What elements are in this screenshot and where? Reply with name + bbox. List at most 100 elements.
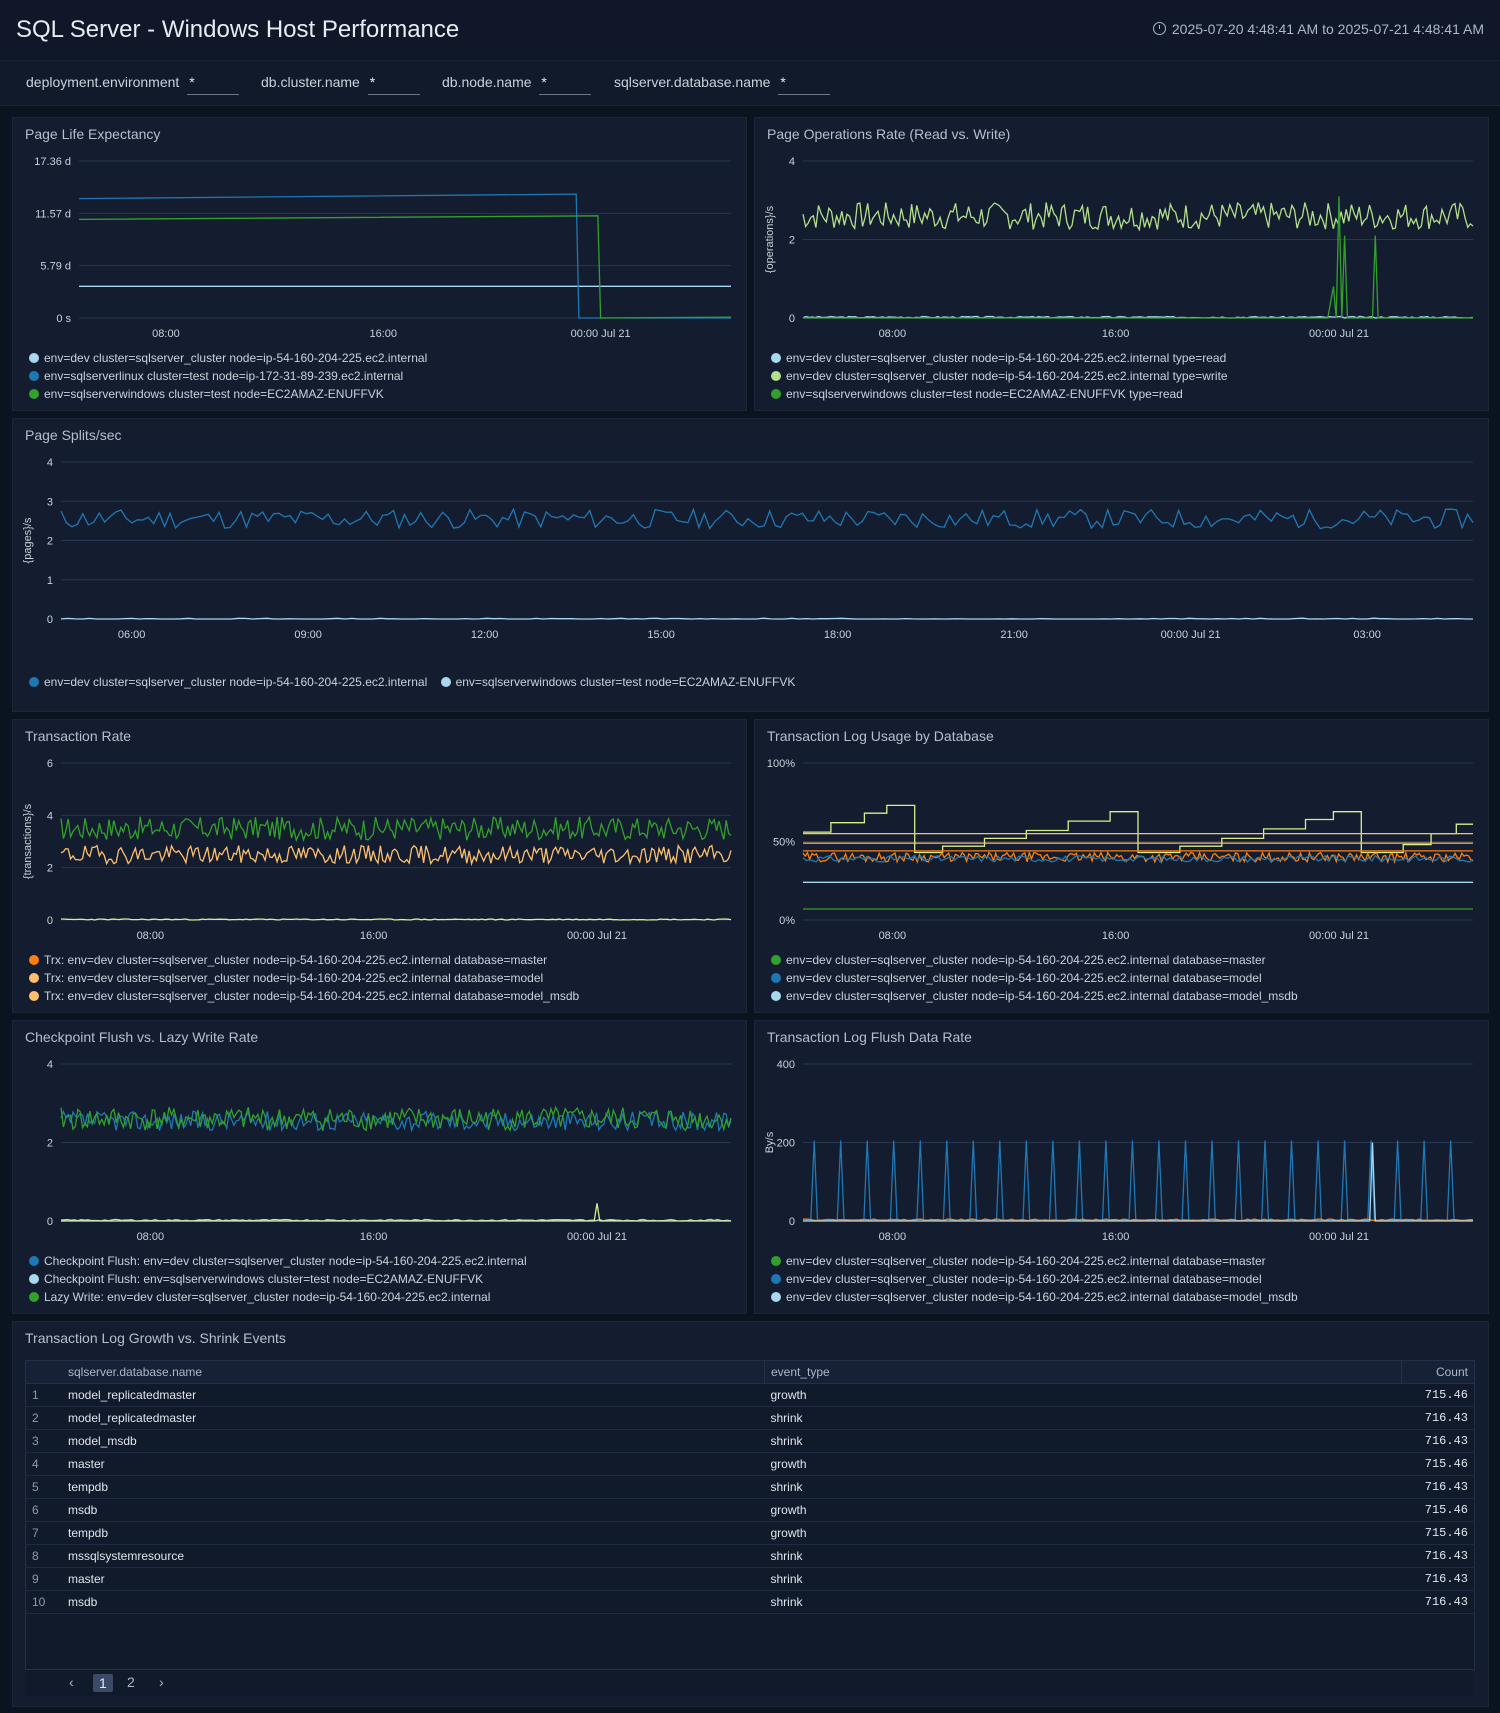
- column-header-count[interactable]: Count: [1401, 1361, 1474, 1384]
- chart-legend: env=dev cluster=sqlserver_cluster node=i…: [29, 675, 805, 696]
- filter-deployment-environment[interactable]: deployment.environment *: [26, 74, 240, 95]
- cell-database: msdb: [62, 1590, 765, 1614]
- chart-page-life-expectancy: 0 s 5.79 d 11.57 d 17.36 d 08:00 16:00 00:00 J…: [34, 156, 732, 340]
- legend-label: env=sqlserverwindows cluster=test node=E…: [455, 675, 796, 689]
- legend-item[interactable]: env=dev cluster=sqlserver_cluster node=i…: [771, 989, 1298, 1007]
- row-index: 8: [26, 1544, 62, 1568]
- filter-bar: deployment.environment * db.cluster.name…: [0, 61, 1500, 106]
- legend-item[interactable]: env=sqlserverwindows cluster=test node=E…: [440, 675, 796, 693]
- chart-legend: Trx: env=dev cluster=sqlserver_cluster n…: [29, 953, 579, 1007]
- legend-item[interactable]: env=dev cluster=sqlserver_cluster node=i…: [771, 1272, 1298, 1290]
- legend-swatch: [771, 991, 781, 1001]
- legend-item[interactable]: env=dev cluster=sqlserver_cluster node=i…: [771, 351, 1228, 369]
- filter-value[interactable]: *: [539, 74, 592, 95]
- legend-swatch: [29, 1256, 39, 1266]
- legend-item[interactable]: env=dev cluster=sqlserver_cluster node=i…: [29, 675, 427, 693]
- panel-page-operations-rate: 0 2 4 08:00 16:00 00:00 Jul 21 {operations}/s …: [754, 117, 1489, 411]
- cell-count: 716.43: [1401, 1590, 1474, 1614]
- cell-count: 716.43: [1401, 1544, 1474, 1568]
- y-tick-label: 1: [47, 575, 53, 587]
- legend-item[interactable]: env=sqlserverwindows cluster=test node=E…: [29, 387, 427, 405]
- table-row[interactable]: 2 model_replicatedmaster shrink 716.43: [26, 1406, 1474, 1430]
- cell-database: tempdb: [62, 1475, 765, 1499]
- panel-page-life-expectancy: 0 s 5.79 d 11.57 d 17.36 d 08:00 16:00 00:00 J…: [12, 117, 747, 411]
- filter-value[interactable]: *: [187, 74, 240, 95]
- filter-value[interactable]: *: [367, 74, 420, 95]
- legend-label: env=dev cluster=sqlserver_cluster node=i…: [786, 971, 1262, 985]
- prev-page-icon[interactable]: ‹: [69, 1674, 74, 1690]
- cell-event-type: shrink: [764, 1567, 1402, 1591]
- table-row[interactable]: 5 tempdb shrink 716.43: [26, 1475, 1474, 1499]
- legend-label: Trx: env=dev cluster=sqlserver_cluster n…: [44, 989, 580, 1003]
- x-tick-label: 16:00: [370, 328, 398, 340]
- time-range-picker[interactable]: 2025-07-20 4:48:41 AM to 2025-07-21 4:48…: [1152, 21, 1484, 37]
- x-tick-label: 18:00: [824, 629, 852, 641]
- legend-label: Checkpoint Flush: env=sqlserverwindows c…: [44, 1272, 484, 1286]
- cell-count: 715.46: [1401, 1383, 1474, 1407]
- x-tick-label: 00:00 Jul 21: [1309, 328, 1369, 340]
- cell-count: 716.43: [1401, 1475, 1474, 1499]
- table-row[interactable]: 8 mssqlsystemresource shrink 716.43: [26, 1544, 1474, 1568]
- legend-swatch: [771, 389, 781, 399]
- filter-db-node-name[interactable]: db.node.name *: [442, 74, 592, 95]
- legend-label: env=sqlserverwindows cluster=test node=E…: [44, 387, 384, 401]
- table-row[interactable]: 6 msdb growth 715.46: [26, 1498, 1474, 1522]
- panel-title: Transaction Log Growth vs. Shrink Events: [25, 1330, 286, 1346]
- column-header-database[interactable]: sqlserver.database.name: [62, 1361, 765, 1384]
- table-header-row: sqlserver.database.name event_type Count: [26, 1361, 1474, 1384]
- filter-db-cluster-name[interactable]: db.cluster.name *: [261, 74, 420, 95]
- legend-item[interactable]: env=dev cluster=sqlserver_cluster node=i…: [771, 953, 1298, 971]
- cell-count: 716.43: [1401, 1567, 1474, 1591]
- y-tick-label: 0: [789, 313, 795, 325]
- legend-swatch: [771, 371, 781, 381]
- legend-item[interactable]: env=sqlserverlinux cluster=test node=ip-…: [29, 369, 427, 387]
- legend-swatch: [29, 973, 39, 983]
- table-row[interactable]: 3 model_msdb shrink 716.43: [26, 1429, 1474, 1453]
- table-row[interactable]: 10 msdb shrink 716.43: [26, 1590, 1474, 1614]
- table-row[interactable]: 1 model_replicatedmaster growth 715.46: [26, 1383, 1474, 1407]
- legend-label: env=dev cluster=sqlserver_cluster node=i…: [44, 675, 428, 689]
- next-page-icon[interactable]: ›: [159, 1674, 164, 1690]
- legend-label: Checkpoint Flush: env=dev cluster=sqlser…: [44, 1254, 527, 1268]
- filter-sqlserver-database-name[interactable]: sqlserver.database.name *: [614, 74, 831, 95]
- legend-swatch: [29, 371, 39, 381]
- cell-event-type: shrink: [764, 1429, 1402, 1453]
- table-row[interactable]: 7 tempdb growth 715.46: [26, 1521, 1474, 1545]
- series-line: [802, 1218, 1474, 1222]
- legend-item[interactable]: Trx: env=dev cluster=sqlserver_cluster n…: [29, 989, 579, 1007]
- y-tick-label: 17.36 d: [34, 156, 71, 168]
- page-2-button[interactable]: 2: [127, 1674, 135, 1690]
- index-header: [26, 1361, 62, 1384]
- legend-item[interactable]: env=sqlserverwindows cluster=test node=E…: [771, 387, 1228, 405]
- filter-value[interactable]: *: [778, 74, 831, 95]
- legend-item[interactable]: Trx: env=dev cluster=sqlserver_cluster n…: [29, 971, 579, 989]
- legend-swatch: [29, 677, 39, 687]
- x-tick-label: 09:00: [294, 629, 322, 641]
- legend-item[interactable]: env=dev cluster=sqlserver_cluster node=i…: [771, 971, 1298, 989]
- panel-transaction-log-flush: 0 200 400 08:00 16:00 00:00 Jul 21 By/s Transa…: [754, 1020, 1489, 1314]
- legend-item[interactable]: Lazy Write: env=dev cluster=sqlserver_cl…: [29, 1290, 527, 1308]
- y-tick-label: 4: [47, 810, 53, 822]
- legend-item[interactable]: Checkpoint Flush: env=dev cluster=sqlser…: [29, 1254, 527, 1272]
- legend-item[interactable]: Trx: env=dev cluster=sqlserver_cluster n…: [29, 953, 579, 971]
- panel-title: Transaction Log Flush Data Rate: [767, 1029, 972, 1045]
- chart-legend: env=dev cluster=sqlserver_cluster node=i…: [29, 351, 427, 405]
- cell-event-type: shrink: [764, 1475, 1402, 1499]
- legend-item[interactable]: env=dev cluster=sqlserver_cluster node=i…: [771, 1254, 1298, 1272]
- page-1-button[interactable]: 1: [93, 1674, 113, 1692]
- legend-item[interactable]: Checkpoint Flush: env=sqlserverwindows c…: [29, 1272, 527, 1290]
- table-row[interactable]: 9 master shrink 716.43: [26, 1567, 1474, 1591]
- legend-swatch: [771, 973, 781, 983]
- cell-event-type: shrink: [764, 1406, 1402, 1430]
- x-tick-label: 08:00: [152, 328, 180, 340]
- legend-item[interactable]: env=dev cluster=sqlserver_cluster node=i…: [29, 351, 427, 369]
- y-tick-label: 0: [47, 1216, 53, 1228]
- cell-count: 715.46: [1401, 1521, 1474, 1545]
- legend-item[interactable]: env=dev cluster=sqlserver_cluster node=i…: [771, 1290, 1298, 1308]
- legend-label: Lazy Write: env=dev cluster=sqlserver_cl…: [44, 1290, 491, 1304]
- y-axis-label: By/s: [764, 1131, 776, 1153]
- legend-item[interactable]: env=dev cluster=sqlserver_cluster node=i…: [771, 369, 1228, 387]
- table-row[interactable]: 4 master growth 715.46: [26, 1452, 1474, 1476]
- column-header-event-type[interactable]: event_type: [764, 1361, 1402, 1384]
- y-tick-label: 4: [789, 156, 795, 168]
